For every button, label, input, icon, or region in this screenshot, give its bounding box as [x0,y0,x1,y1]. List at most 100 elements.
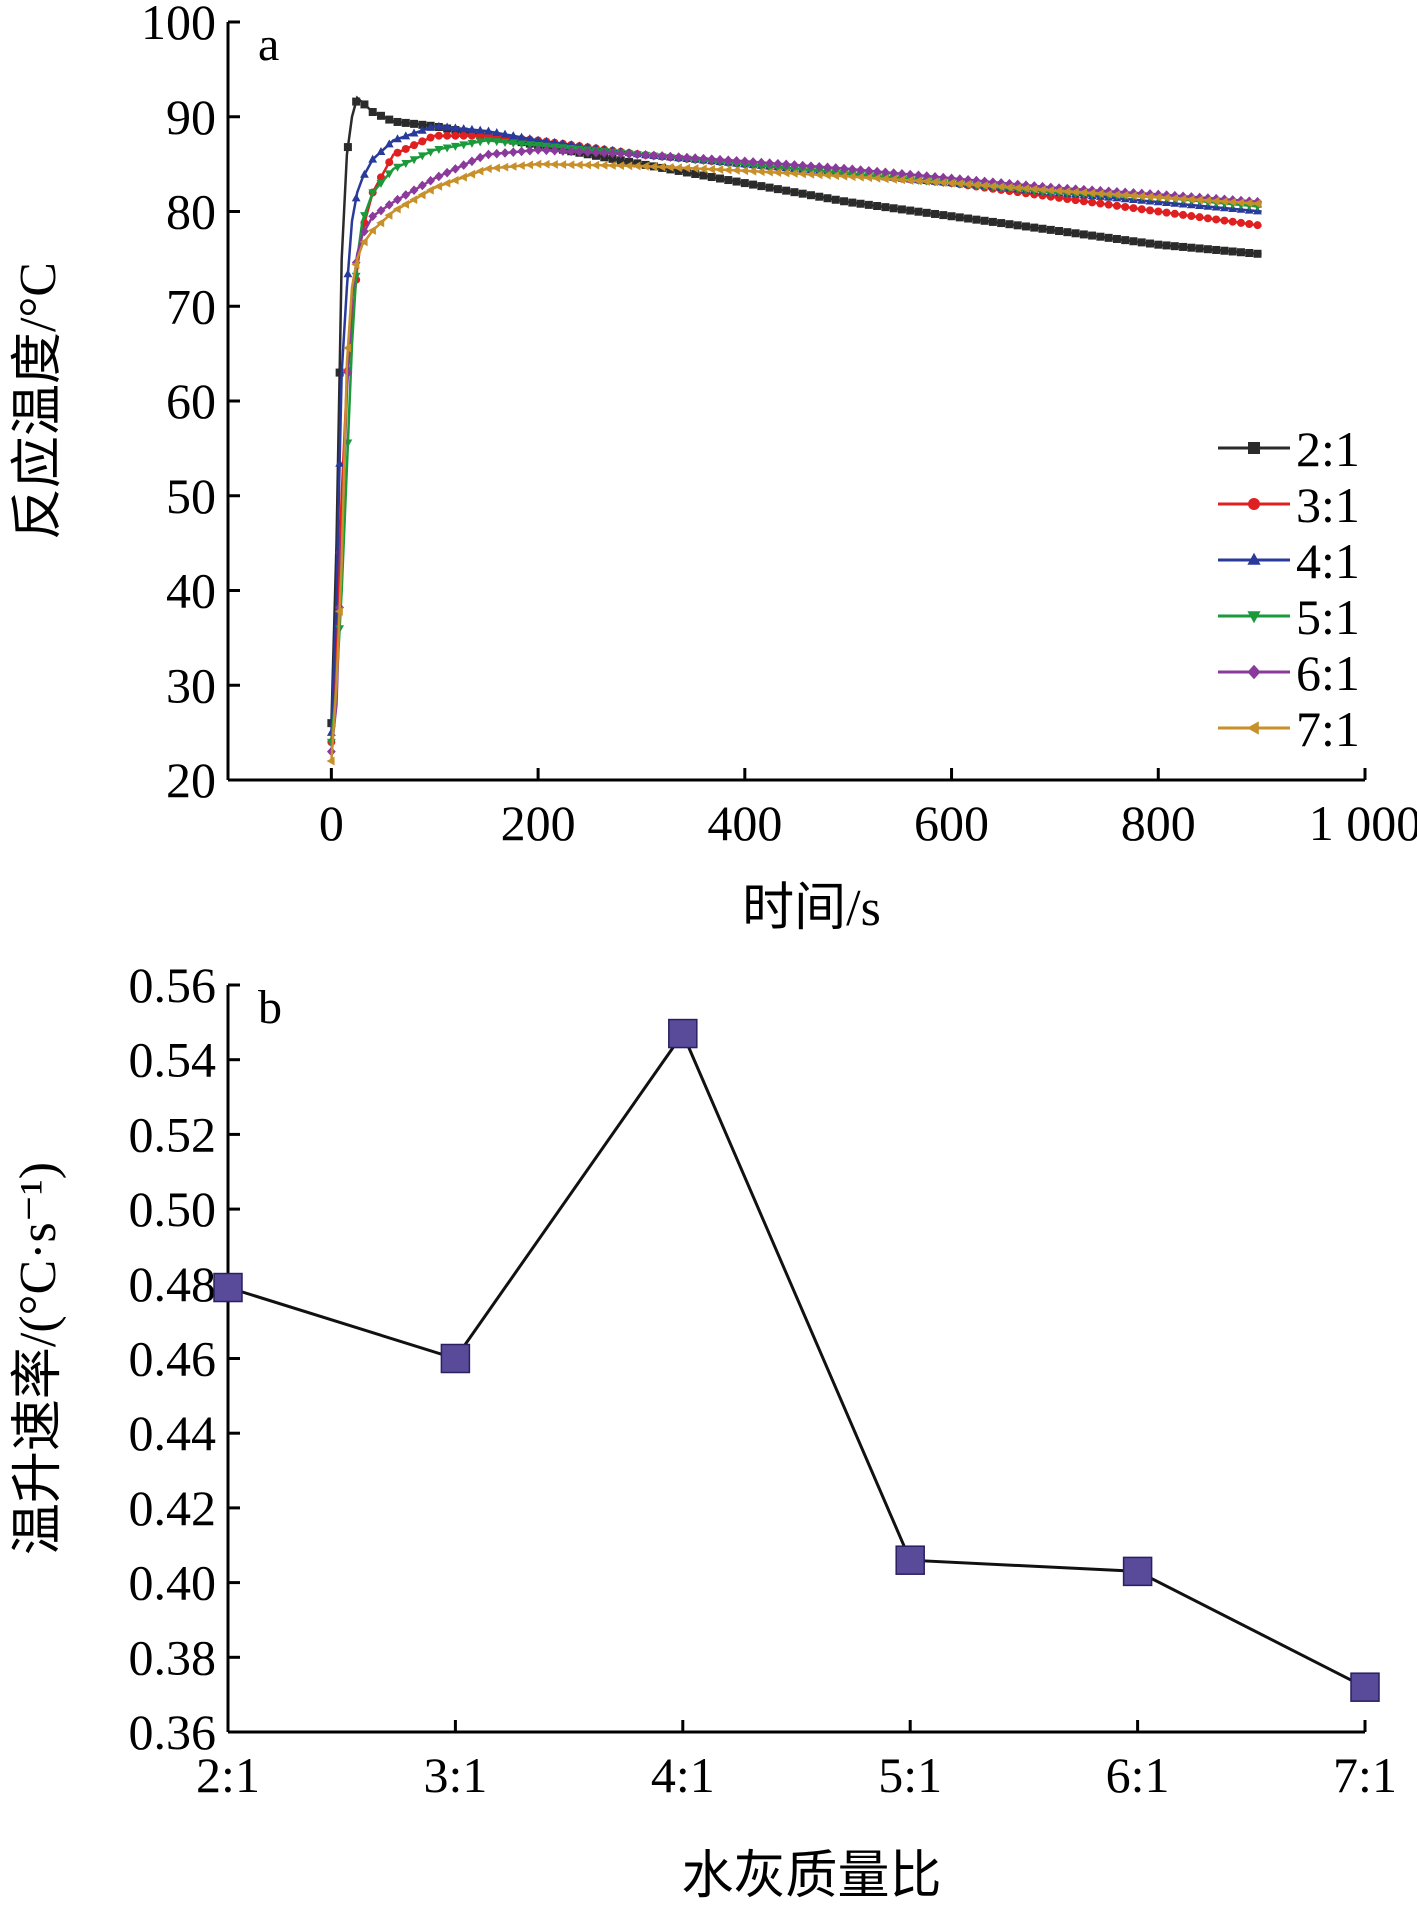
data-point [625,157,634,166]
data-point [1245,249,1254,258]
data-point [1088,231,1097,240]
data-point [765,158,775,168]
data-point [1013,221,1022,230]
data-point [418,120,427,129]
data-point [889,168,899,178]
data-point [360,169,369,178]
x-tick-label: 1 000 [1309,795,1417,851]
data-point [723,165,732,175]
data-point [1203,245,1212,254]
data-point [723,155,733,166]
y-tick-label: 30 [166,657,216,713]
y-tick-label: 0.40 [129,1555,217,1611]
data-point [1079,188,1088,197]
data-point [790,160,799,170]
x-tick-label: 4:1 [651,1747,715,1803]
data-point [1030,223,1039,232]
data-point [392,204,401,214]
y-tick-label: 0.52 [129,1106,217,1162]
legend-label: 3:1 [1296,477,1360,533]
legend-label: 4:1 [1296,533,1360,589]
data-point [351,193,361,202]
data-point [823,194,832,203]
data-point [682,152,692,163]
y-tick-label: 0.38 [129,1629,217,1685]
data-point [434,131,443,140]
data-point [376,218,385,228]
data-point [525,134,535,143]
data-point [1004,182,1013,192]
data-point [963,179,972,189]
data-point [566,160,575,170]
x-tick-label: 800 [1121,795,1196,851]
data-point [426,148,435,157]
data-point [822,170,831,180]
data-point [1212,215,1221,224]
data-point [376,179,386,188]
data-point [492,128,502,137]
data-point [632,149,642,160]
data-point [1178,194,1187,204]
data-point [1021,222,1030,231]
data-point [393,194,402,205]
data-point [1146,239,1155,248]
x-tick-label: 7:1 [1333,1747,1397,1803]
data-point [773,158,783,169]
data-point [880,174,889,184]
data-point [599,148,609,158]
data-point [1220,246,1229,255]
series-line [330,162,1262,762]
data-point [971,180,980,190]
data-point [1212,245,1221,254]
data-point [393,163,402,172]
data-point [1103,189,1112,199]
y-tick-label: 60 [166,373,216,429]
data-point [426,175,435,186]
data-point [459,124,469,133]
data-point [955,179,964,189]
y-tick-label: 0.46 [129,1331,217,1387]
data-point [930,177,939,187]
data-point [988,181,997,191]
data-point [385,158,394,167]
x-tick-label: 0 [319,795,344,851]
data-point [624,161,633,171]
data-point [764,167,773,177]
data-point [1012,183,1021,193]
y-tick-label: 0.42 [129,1480,217,1536]
data-point [575,147,584,157]
legend-label: 5:1 [1296,589,1360,645]
data-point [856,199,865,208]
data-point [657,151,667,161]
data-point [451,131,460,140]
data-point [1087,188,1096,198]
data-point [451,164,460,174]
data-point [790,188,799,197]
data-point [484,149,493,160]
data-point [765,183,774,192]
data-point [806,169,815,179]
data-point [1236,218,1245,227]
data-point [789,169,798,178]
data-point [1054,186,1063,196]
data-point [426,122,435,131]
data-point [624,149,634,159]
data-point [500,129,510,138]
data-point [384,210,393,220]
data-point [409,195,418,205]
data-point [541,159,550,169]
data-point [1145,192,1154,202]
series-4-1 [326,121,1262,736]
data-point [1079,230,1088,239]
data-point [931,209,940,218]
data-point [988,217,997,226]
data-point [459,160,469,170]
series-line [330,134,1262,743]
data-point [525,141,535,150]
data-point [889,204,898,213]
data-point [840,197,849,206]
data-point [731,165,740,175]
data-point [1203,214,1212,223]
data-point [1112,190,1121,200]
data-point [922,208,931,217]
